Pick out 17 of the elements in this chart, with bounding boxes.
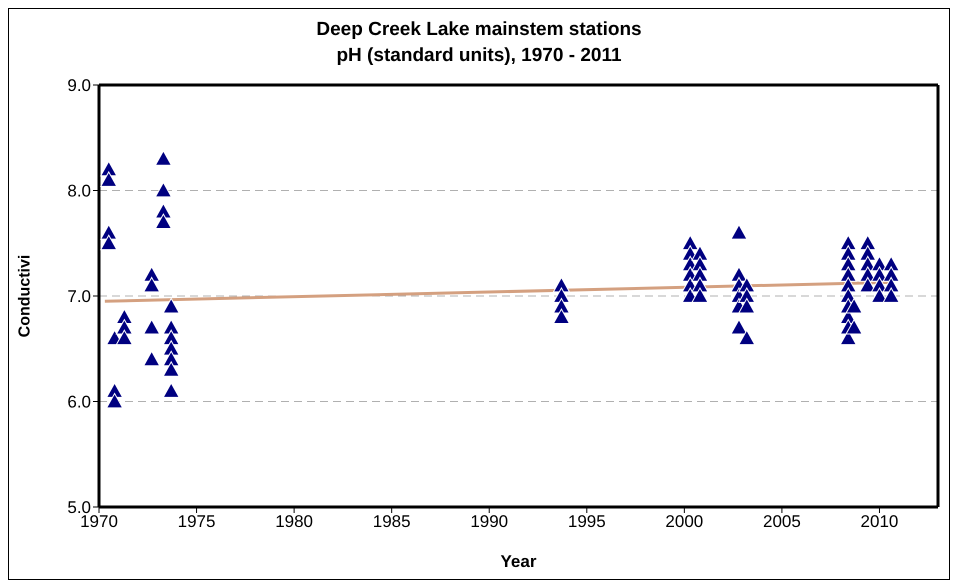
x-tick-label: 1970 (80, 512, 118, 532)
y-tick-label: 6.0 (67, 392, 91, 412)
x-tick-label: 1980 (275, 512, 314, 532)
y-axis-title: Conductivi (16, 254, 34, 338)
y-tick-label: 7.0 (67, 287, 91, 306)
x-tick-label: 2010 (860, 512, 898, 532)
chart-title: Deep Creek Lake mainstem stations (315, 18, 643, 42)
y-tick-label: 9.0 (67, 76, 91, 96)
x-tick-label: 1990 (470, 512, 508, 532)
chart-subtitle: pH (standard units), 1970 - 2011 (335, 44, 623, 68)
x-tick-label: 2000 (665, 512, 704, 532)
x-tick-label: 2005 (762, 512, 801, 532)
x-axis-title: Year (500, 552, 537, 571)
y-tick-label: 8.0 (67, 182, 91, 201)
x-tick-label: 1985 (372, 512, 411, 532)
x-tick-label: 1975 (178, 512, 216, 532)
x-tick-label: 1995 (568, 512, 606, 532)
